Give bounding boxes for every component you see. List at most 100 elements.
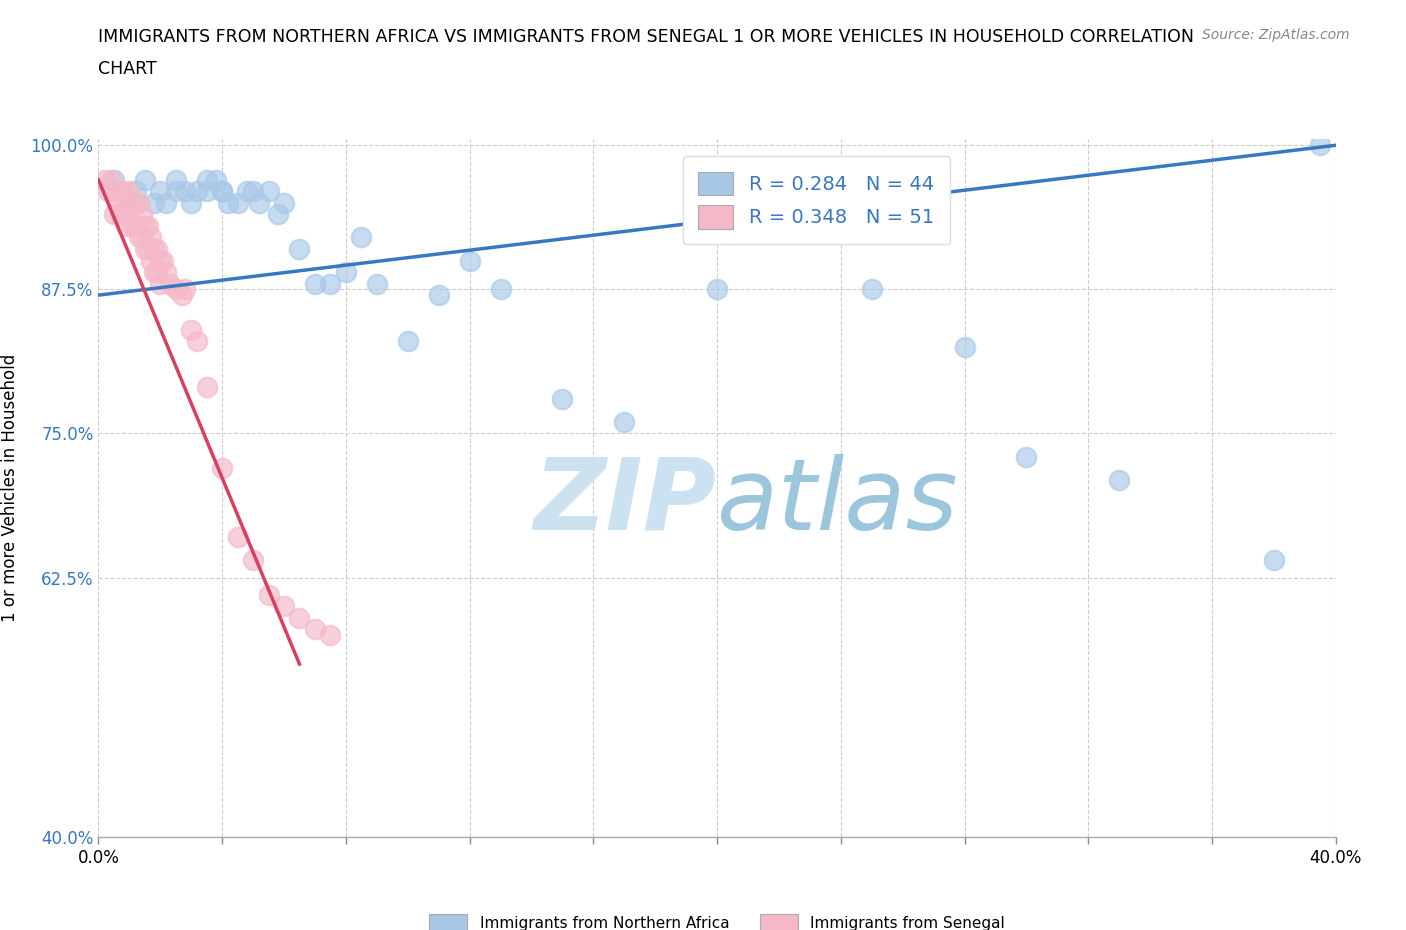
Point bbox=[118, 207, 141, 222]
Point bbox=[155, 265, 177, 280]
Point bbox=[136, 242, 159, 257]
Point bbox=[953, 339, 976, 354]
Point bbox=[93, 172, 115, 187]
Point bbox=[128, 230, 150, 245]
Point bbox=[195, 380, 218, 395]
Point bbox=[112, 207, 135, 222]
Legend: Immigrants from Northern Africa, Immigrants from Senegal: Immigrants from Northern Africa, Immigra… bbox=[423, 908, 1011, 930]
Point bbox=[1108, 472, 1130, 487]
Point bbox=[139, 230, 162, 245]
Point bbox=[211, 184, 233, 199]
Point bbox=[100, 172, 122, 187]
Point bbox=[489, 282, 512, 297]
Point bbox=[139, 253, 162, 268]
Point bbox=[131, 230, 153, 245]
Point bbox=[236, 184, 259, 199]
Point bbox=[458, 253, 481, 268]
Point bbox=[226, 530, 249, 545]
Point bbox=[304, 622, 326, 637]
Point bbox=[128, 195, 150, 210]
Point bbox=[427, 287, 450, 302]
Point bbox=[205, 172, 228, 187]
Point bbox=[146, 242, 169, 257]
Point bbox=[152, 253, 174, 268]
Point bbox=[121, 219, 143, 233]
Point bbox=[103, 172, 125, 187]
Point bbox=[165, 184, 187, 199]
Point bbox=[105, 195, 128, 210]
Point bbox=[103, 184, 125, 199]
Point bbox=[186, 184, 208, 199]
Point bbox=[149, 253, 172, 268]
Point bbox=[257, 588, 280, 603]
Point bbox=[118, 195, 141, 210]
Point bbox=[131, 207, 153, 222]
Point bbox=[149, 184, 172, 199]
Point bbox=[217, 195, 239, 210]
Point bbox=[319, 628, 342, 643]
Point bbox=[134, 172, 156, 187]
Point bbox=[257, 184, 280, 199]
Point bbox=[134, 219, 156, 233]
Point bbox=[170, 287, 193, 302]
Text: ZIP: ZIP bbox=[534, 454, 717, 551]
Point bbox=[97, 184, 120, 199]
Point bbox=[134, 242, 156, 257]
Point bbox=[288, 242, 311, 257]
Point bbox=[319, 276, 342, 291]
Point bbox=[242, 552, 264, 567]
Text: IMMIGRANTS FROM NORTHERN AFRICA VS IMMIGRANTS FROM SENEGAL 1 OR MORE VEHICLES IN: IMMIGRANTS FROM NORTHERN AFRICA VS IMMIG… bbox=[98, 28, 1195, 46]
Point bbox=[860, 282, 883, 297]
Point bbox=[706, 282, 728, 297]
Point bbox=[149, 276, 172, 291]
Point bbox=[115, 195, 138, 210]
Point bbox=[146, 265, 169, 280]
Point bbox=[115, 219, 138, 233]
Point bbox=[108, 184, 131, 199]
Point bbox=[211, 460, 233, 475]
Point bbox=[124, 219, 146, 233]
Point bbox=[247, 195, 270, 210]
Point bbox=[1015, 449, 1038, 464]
Point bbox=[108, 207, 131, 222]
Point bbox=[551, 392, 574, 406]
Point bbox=[121, 195, 143, 210]
Point bbox=[124, 184, 146, 199]
Point bbox=[155, 195, 177, 210]
Point bbox=[366, 276, 388, 291]
Point bbox=[174, 282, 197, 297]
Point bbox=[186, 334, 208, 349]
Point bbox=[335, 265, 357, 280]
Point bbox=[180, 195, 202, 210]
Point bbox=[304, 276, 326, 291]
Point bbox=[143, 265, 166, 280]
Point bbox=[180, 323, 202, 338]
Point bbox=[143, 195, 166, 210]
Point bbox=[159, 276, 181, 291]
Point bbox=[103, 207, 125, 222]
Text: Source: ZipAtlas.com: Source: ZipAtlas.com bbox=[1202, 28, 1350, 42]
Point bbox=[195, 184, 218, 199]
Point bbox=[1309, 138, 1331, 153]
Point bbox=[273, 599, 295, 614]
Point bbox=[273, 195, 295, 210]
Point bbox=[267, 207, 290, 222]
Point bbox=[165, 282, 187, 297]
Y-axis label: 1 or more Vehicles in Household: 1 or more Vehicles in Household bbox=[1, 354, 20, 622]
Point bbox=[174, 184, 197, 199]
Point bbox=[143, 242, 166, 257]
Point bbox=[1263, 552, 1285, 567]
Point bbox=[124, 195, 146, 210]
Point bbox=[195, 172, 218, 187]
Point bbox=[136, 219, 159, 233]
Point bbox=[242, 184, 264, 199]
Point bbox=[613, 415, 636, 430]
Text: CHART: CHART bbox=[98, 60, 157, 78]
Text: atlas: atlas bbox=[717, 454, 959, 551]
Point bbox=[211, 184, 233, 199]
Point bbox=[118, 184, 141, 199]
Point bbox=[226, 195, 249, 210]
Point bbox=[350, 230, 373, 245]
Point bbox=[396, 334, 419, 349]
Point bbox=[288, 610, 311, 625]
